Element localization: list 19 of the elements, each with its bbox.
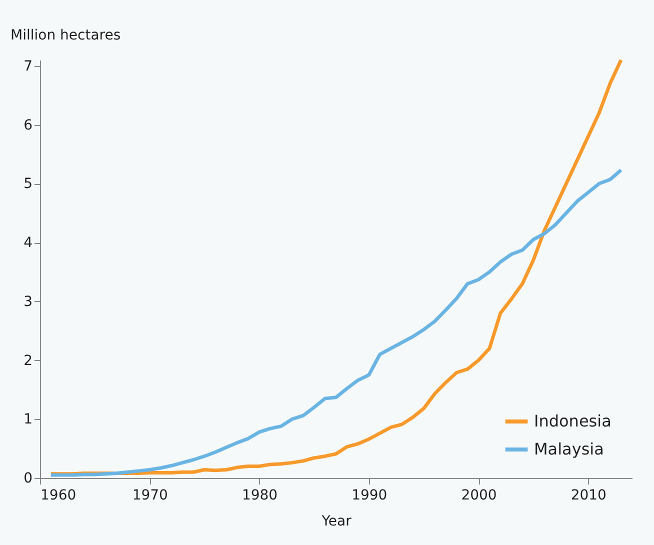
legend-label: Indonesia (534, 412, 612, 430)
legend-label: Malaysia (534, 440, 604, 458)
y-tick-label: 7 (24, 58, 32, 74)
x-tick-label: 1970 (132, 488, 168, 504)
line-series (49, 168, 623, 477)
x-axis-title: Year (320, 514, 352, 530)
x-tick-label: 2000 (461, 488, 497, 504)
y-tick-label: 0 (24, 470, 32, 486)
x-tick-label: 1990 (352, 488, 388, 504)
y-tick-label: 6 (24, 117, 33, 134)
y-tick-label: 5 (24, 176, 32, 192)
x-tick-label: 2010 (570, 488, 606, 504)
y-tick-label: 3 (24, 294, 32, 310)
y-tick-label: 2 (24, 352, 32, 369)
x-tick-label: 1980 (242, 488, 278, 504)
y-tick-label: 4 (24, 235, 33, 252)
y-tick-label: 1 (24, 412, 32, 428)
y-axis-title: Million hectares (10, 28, 121, 44)
x-tick-label: 1960 (40, 488, 76, 504)
